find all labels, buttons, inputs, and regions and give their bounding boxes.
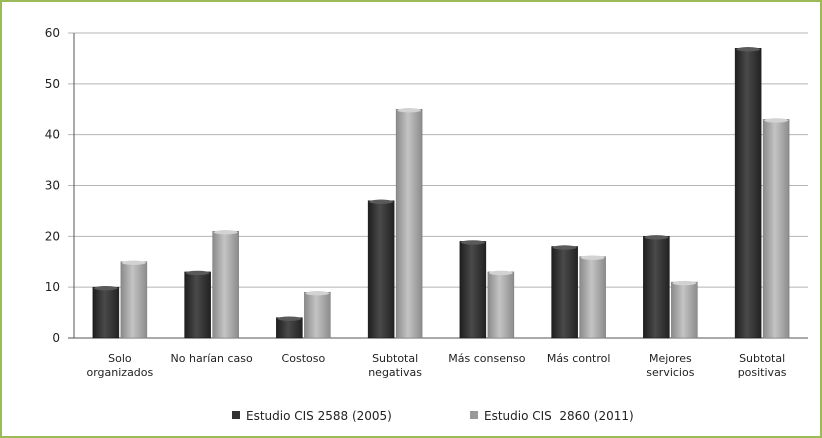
bar-2011-0: [120, 261, 148, 339]
y-tick-label: 50: [45, 77, 60, 91]
bar-2005-0: [92, 286, 120, 339]
x-category-label: Más consenso: [448, 352, 525, 365]
bar-cap: [552, 245, 577, 250]
legend-label: Estudio CIS 2860 (2011): [484, 409, 634, 423]
bar-cap: [488, 270, 513, 276]
x-category-label: Solo organizados: [86, 352, 153, 379]
x-category-label: Más control: [547, 352, 611, 365]
y-tick-label: 0: [52, 331, 60, 345]
bar-2011-4: [487, 271, 515, 339]
legend-swatch: [232, 411, 240, 419]
bar-cap: [764, 118, 789, 123]
bar-2011-5: [579, 256, 606, 339]
x-category-label: Subtotal positivas: [738, 352, 787, 379]
bar-2011-6: [671, 281, 698, 339]
x-category-label: Mejores servicios: [646, 352, 694, 379]
x-category-label: Subtotal negativas: [368, 352, 422, 379]
bar-2005-6: [643, 236, 670, 339]
y-tick-label: 60: [45, 26, 60, 40]
bar-2011-1: [212, 231, 239, 339]
y-tick-label: 20: [45, 229, 60, 243]
bar-cap: [580, 255, 605, 260]
bar-2005-5: [551, 246, 578, 339]
bar-2011-7: [762, 119, 790, 339]
bar-cap: [93, 285, 118, 291]
x-category-label: No harían caso: [171, 352, 253, 365]
bar-cap: [736, 47, 761, 52]
y-tick-label: 10: [45, 280, 60, 294]
legend-label: Estudio CIS 2588 (2005): [246, 409, 392, 423]
y-tick-label: 40: [45, 128, 60, 142]
bar-2005-1: [184, 271, 211, 339]
bar-2011-3: [395, 109, 423, 339]
bar-cap: [369, 199, 394, 204]
y-tick-label: 30: [45, 179, 60, 193]
bar-cap: [121, 260, 146, 265]
bar-cap: [460, 240, 485, 245]
bar-cap: [397, 108, 422, 113]
bar-cap: [277, 316, 302, 321]
bar-cap: [672, 280, 697, 286]
bar-2005-7: [734, 48, 762, 339]
bar-cap: [644, 235, 669, 240]
bar-2005-3: [367, 200, 395, 339]
bar-cap: [305, 291, 330, 296]
bar-2011-2: [304, 292, 331, 339]
x-category-label: Costoso: [282, 352, 326, 365]
bar-2005-4: [459, 241, 487, 339]
legend-swatch: [470, 411, 478, 419]
bar-cap: [185, 270, 210, 276]
bar-cap: [213, 230, 238, 235]
